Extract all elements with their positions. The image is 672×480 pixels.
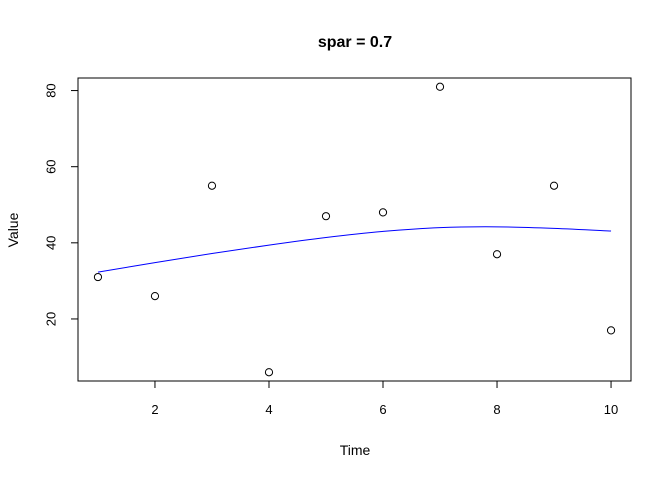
x-tick-label: 6 — [379, 402, 386, 417]
y-tick-label: 40 — [43, 236, 58, 250]
x-tick-label: 2 — [151, 402, 158, 417]
y-tick-label: 60 — [43, 159, 58, 173]
data-points-layer — [93, 82, 616, 377]
plot-box — [77, 77, 632, 382]
x-axis-label: Time — [340, 442, 371, 458]
x-axis: 2 4 6 8 10 — [151, 380, 618, 417]
data-point — [606, 326, 616, 335]
data-point — [492, 250, 502, 259]
y-tick-label: 20 — [43, 312, 58, 326]
data-point — [207, 181, 217, 190]
data-point — [264, 368, 274, 377]
data-point — [549, 181, 559, 190]
data-point — [93, 272, 103, 282]
y-axis-label: Value — [5, 212, 21, 247]
data-point — [321, 212, 331, 221]
x-tick-label: 10 — [604, 402, 618, 417]
y-axis: 20 40 60 80 — [43, 83, 79, 326]
data-point — [378, 208, 388, 217]
x-tick-label: 4 — [265, 402, 272, 417]
y-tick-label: 80 — [43, 83, 58, 97]
smooth-spline-line — [97, 226, 612, 273]
chart-title: spar = 0.7 — [318, 34, 392, 51]
data-point — [150, 292, 160, 301]
x-tick-label: 8 — [493, 402, 500, 417]
smooth-line-layer — [97, 226, 612, 273]
data-point — [435, 82, 445, 91]
